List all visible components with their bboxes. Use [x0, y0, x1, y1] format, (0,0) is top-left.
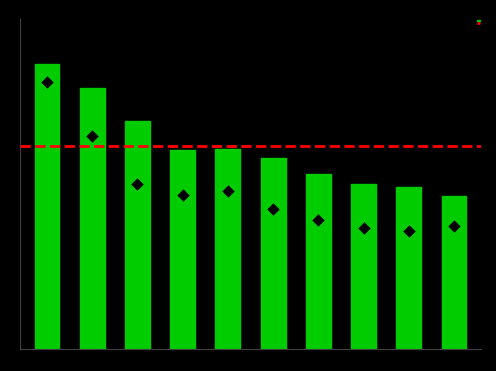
Point — [360, 225, 368, 231]
Legend: , : , — [476, 19, 481, 24]
Point — [450, 223, 458, 229]
Bar — [351, 184, 376, 349]
Point — [224, 188, 232, 194]
Bar — [35, 64, 60, 349]
Point — [405, 229, 413, 234]
Bar — [80, 88, 105, 349]
Point — [314, 217, 322, 223]
Bar — [170, 150, 195, 349]
Bar — [215, 149, 240, 349]
Bar — [396, 187, 421, 349]
Bar — [261, 158, 286, 349]
Point — [88, 133, 96, 139]
Point — [133, 181, 141, 187]
Point — [43, 79, 51, 85]
Bar — [306, 174, 331, 349]
Bar — [441, 196, 466, 349]
Bar — [125, 121, 150, 349]
Point — [179, 192, 186, 198]
Point — [269, 206, 277, 212]
